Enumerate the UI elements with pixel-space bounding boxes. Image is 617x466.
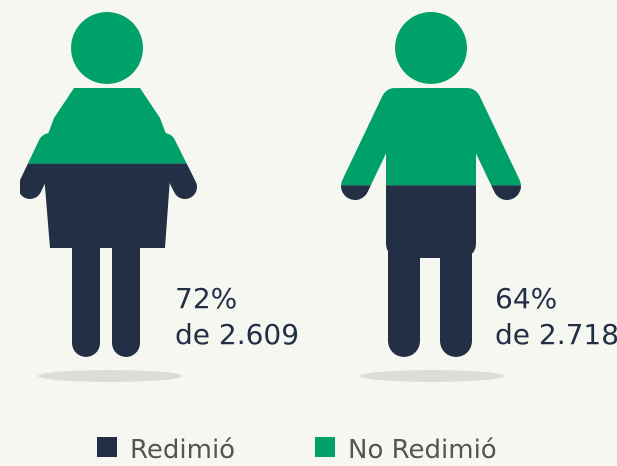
value-label: 72% <box>175 282 237 315</box>
head <box>71 12 143 84</box>
legend-swatch <box>315 437 335 457</box>
figure-fill <box>330 185 530 358</box>
legend-label: No Redimió <box>348 435 497 465</box>
value-label: 64% <box>495 282 557 315</box>
legend-label: Redimió <box>130 435 235 465</box>
shadow <box>38 370 182 382</box>
annotation: de 2.609 <box>175 318 299 351</box>
head <box>395 12 467 84</box>
annotation: de 2.718 <box>495 318 617 351</box>
figure-fill <box>330 88 530 186</box>
figure-fill <box>20 88 200 164</box>
legend-swatch <box>97 437 117 457</box>
shadow <box>360 370 504 382</box>
figure-fill <box>20 163 200 358</box>
